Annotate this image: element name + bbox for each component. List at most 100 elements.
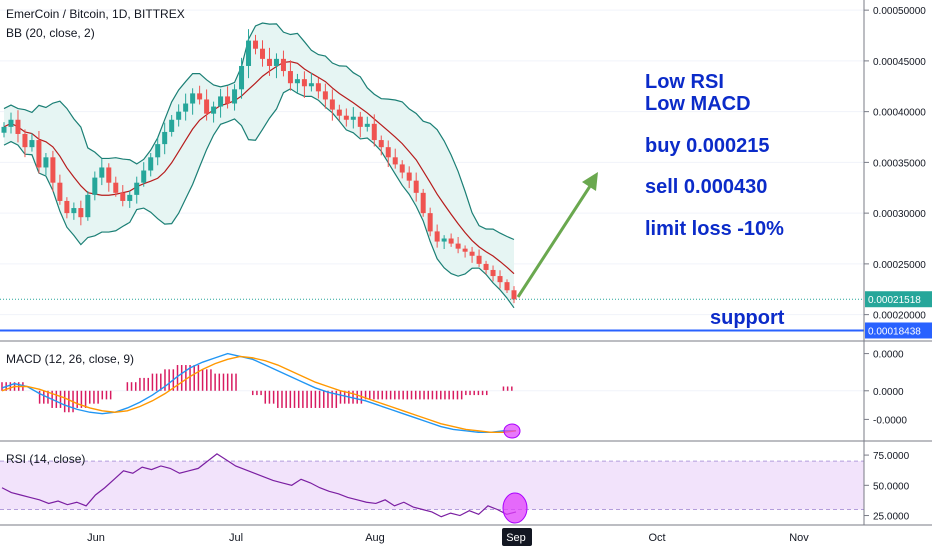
target-arrow-head <box>582 172 598 191</box>
candle-body <box>22 133 28 148</box>
candle-body <box>490 269 496 277</box>
candle-body <box>232 89 238 104</box>
y-tick-label: 0.00020000 <box>873 311 926 322</box>
candle-body <box>92 177 98 195</box>
candle-body <box>148 157 154 171</box>
annotation-limit-loss: limit loss -10% <box>645 218 784 240</box>
bb-basis-line <box>3 61 515 275</box>
candle-body <box>343 115 349 120</box>
candle-body <box>266 58 272 66</box>
candle-body <box>336 109 342 116</box>
price-tag-label: 0.00018438 <box>868 326 921 337</box>
macd-tick-label: 0.0000 <box>873 387 904 398</box>
candle-body <box>190 93 196 104</box>
candle-body <box>57 182 63 201</box>
candle-body <box>371 123 377 141</box>
annotation-low-rsi: Low RSI <box>645 71 724 93</box>
candle-body <box>455 243 461 249</box>
x-tick-label: Aug <box>365 532 385 544</box>
y-axis-ticks: 0.00050000 0.00045000 0.00040000 0.00035000… <box>864 6 926 523</box>
candle-body <box>378 140 384 148</box>
candle-body <box>322 91 328 100</box>
y-tick-label: 0.00030000 <box>873 209 926 220</box>
candle-body <box>308 83 314 87</box>
candle-body <box>462 248 468 252</box>
candle-body <box>427 213 433 232</box>
candle-body <box>8 119 14 127</box>
candle-body <box>301 79 307 87</box>
candle-body <box>211 106 217 114</box>
candle-body <box>483 263 489 270</box>
rsi-band-fill <box>0 461 864 510</box>
annotation-sell: sell 0.000430 <box>645 176 767 198</box>
candle-body <box>392 157 398 165</box>
candle-body <box>504 282 510 291</box>
macd-tick-label: -0.0000 <box>873 415 907 426</box>
candle-body <box>1 126 7 133</box>
candle-body <box>294 79 300 84</box>
x-tick-label: Jun <box>87 532 105 544</box>
candle-body <box>85 194 91 218</box>
candle-body <box>441 238 447 242</box>
rsi-tick-label: 50.0000 <box>873 481 910 492</box>
candle-body <box>29 140 35 148</box>
price-tag-bg <box>865 291 932 308</box>
candle-body <box>469 251 475 256</box>
candle-body <box>511 290 517 300</box>
candle-body <box>43 157 49 168</box>
candle-body <box>141 170 147 183</box>
x-tick-label: Jul <box>229 532 243 544</box>
candle-body <box>253 40 259 49</box>
candle-body <box>259 48 265 59</box>
candle-body <box>357 116 363 127</box>
macd-tick-label: 0.0000 <box>873 350 904 361</box>
rsi-low-marker <box>502 492 528 524</box>
bb-indicator-label: BB (20, close, 2) <box>6 26 95 40</box>
macd-low-marker <box>503 423 521 439</box>
y-tick-label: 0.00025000 <box>873 260 926 271</box>
candles <box>1 29 517 304</box>
chart-title: EmerCoin / Bitcoin, 1D, BITTREX <box>6 7 185 21</box>
candle-body <box>183 103 189 112</box>
rsi-label: RSI (14, close) <box>6 452 85 466</box>
x-tick-label: Sep <box>506 532 526 544</box>
candle-body <box>246 40 252 66</box>
rsi-panel <box>0 453 864 524</box>
candle-body <box>364 123 370 127</box>
candle-body <box>329 99 335 110</box>
candle-body <box>36 140 42 168</box>
macd-series-line <box>1 355 517 433</box>
macd-panel <box>0 352 864 439</box>
rsi-tick-label: 75.0000 <box>873 451 910 462</box>
candle-body <box>64 200 70 214</box>
candle-body <box>113 182 119 193</box>
candle-body <box>476 255 482 264</box>
price-tag-label: 0.00021518 <box>868 295 921 306</box>
y-tick-label: 0.00035000 <box>873 158 926 169</box>
candle-body <box>78 208 84 218</box>
candle-body <box>197 93 203 100</box>
macd-label: MACD (12, 26, close, 9) <box>6 352 134 366</box>
x-tick-label: Nov <box>789 532 809 544</box>
candle-body <box>218 96 224 107</box>
y-tick-label: 0.00045000 <box>873 57 926 68</box>
x-tick-highlight <box>502 528 532 546</box>
x-axis-ticks: Jun Jul Aug Sep Oct Nov <box>87 528 809 546</box>
candle-body <box>176 111 182 120</box>
candle-body <box>497 276 503 283</box>
x-tick-label: Oct <box>648 532 665 544</box>
candle-body <box>413 180 419 193</box>
candle-body <box>287 71 293 84</box>
candle-body <box>315 83 321 92</box>
y-tick-label: 0.00040000 <box>873 108 926 119</box>
candle-body <box>280 58 286 72</box>
bb-upper-line <box>3 22 515 241</box>
annotation-support: support <box>710 307 785 329</box>
candle-body <box>99 167 105 178</box>
rsi-line <box>1 453 517 518</box>
candle-body <box>385 147 391 158</box>
annotation-buy: buy 0.000215 <box>645 135 770 157</box>
candle-body <box>273 58 279 66</box>
